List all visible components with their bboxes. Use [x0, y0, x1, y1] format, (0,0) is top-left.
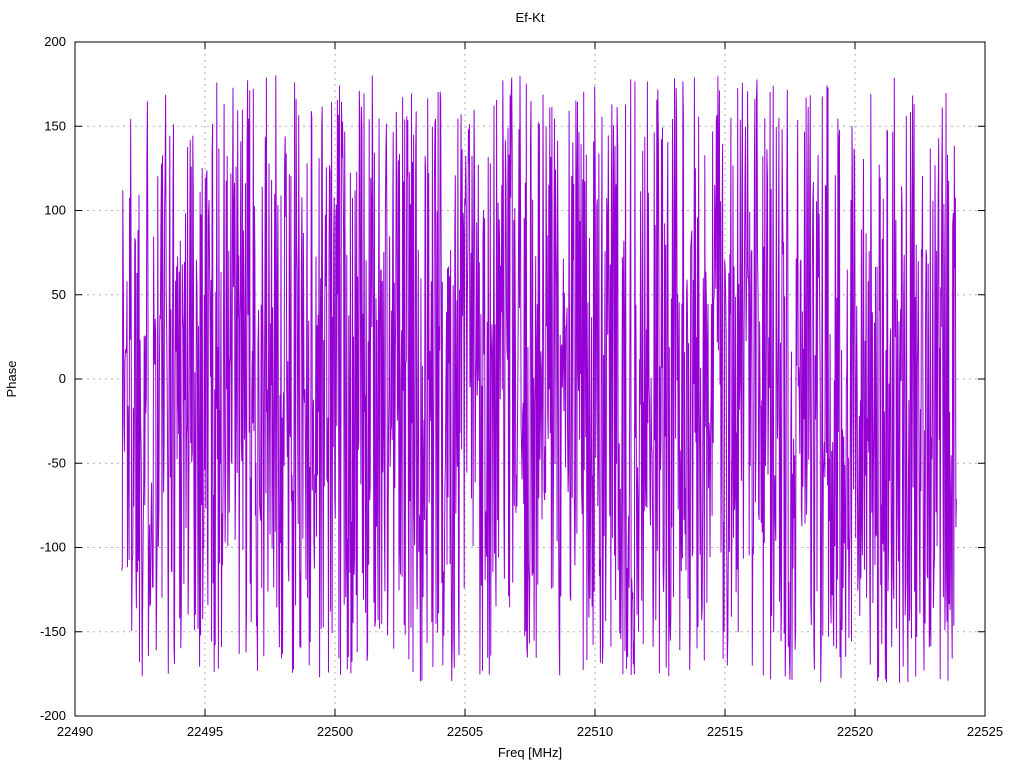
x-axis-label: Freq [MHz]: [498, 745, 562, 760]
x-tick-label: 22515: [707, 724, 743, 739]
x-tick-label: 22505: [447, 724, 483, 739]
x-tick-label: 22500: [317, 724, 353, 739]
chart-title: Ef-Kt: [516, 10, 545, 25]
x-tick-label: 22490: [57, 724, 93, 739]
phase-trace: [121, 75, 957, 683]
y-tick-label: -200: [40, 708, 66, 723]
x-tick-label: 22510: [577, 724, 613, 739]
y-tick-label: 100: [44, 203, 66, 218]
x-tick-label: 22520: [837, 724, 873, 739]
y-tick-label: -150: [40, 624, 66, 639]
y-tick-label: -100: [40, 540, 66, 555]
y-tick-label: 150: [44, 118, 66, 133]
y-tick-label: 200: [44, 34, 66, 49]
y-tick-label: 0: [59, 371, 66, 386]
series-phase: [121, 75, 957, 683]
tick-labels: 22490 22495 22500 22505 22510 22515 22520 22525…: [40, 34, 1003, 739]
y-tick-label: 50: [52, 287, 66, 302]
y-axis-label: Phase: [4, 361, 19, 398]
x-tick-label: 22495: [187, 724, 223, 739]
y-tick-label: -50: [47, 455, 66, 470]
tick-marks: [74, 41, 986, 717]
x-tick-label: 22525: [967, 724, 1003, 739]
